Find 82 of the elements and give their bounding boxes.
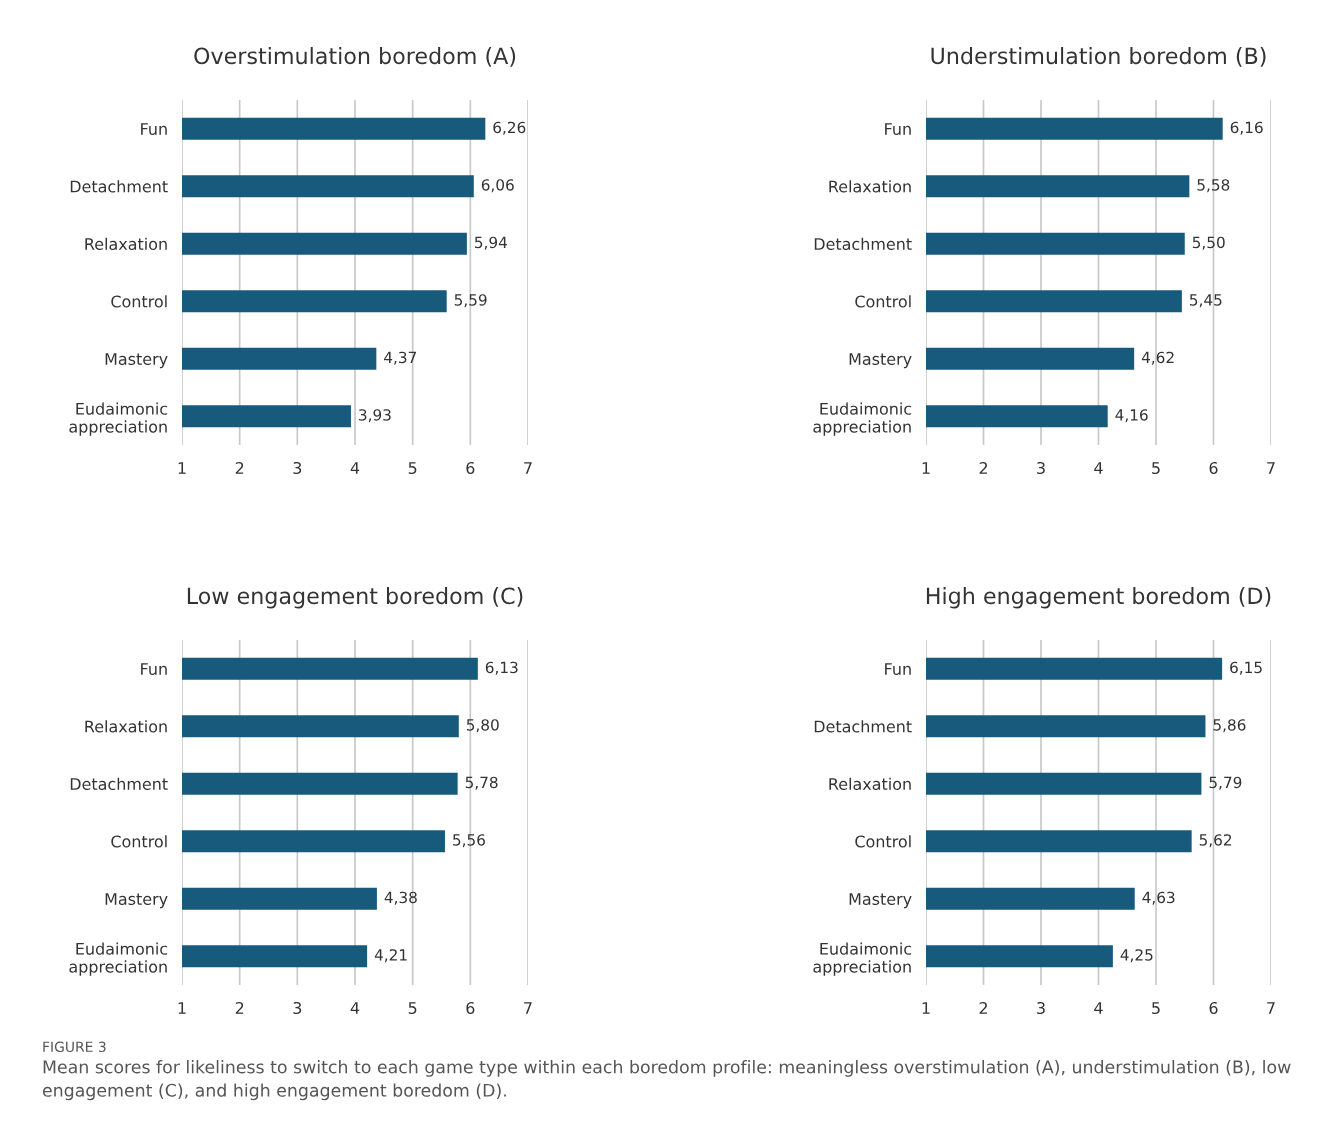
- y-tick-label: Detachment: [814, 237, 912, 251]
- chart-title: High engagement boredom (D): [926, 587, 1271, 609]
- x-tick-label: 5: [1152, 462, 1160, 475]
- x-tick-label: 1: [178, 1002, 186, 1014]
- data-label: 4,62: [1141, 351, 1174, 365]
- x-tick-label: 4: [1094, 1002, 1103, 1014]
- y-tick-label: Fun: [141, 663, 167, 676]
- y-tick-label: Mastery: [849, 893, 912, 909]
- y-tick-label: Eudaimonic appreciation: [813, 942, 912, 976]
- x-tick-label: 5: [1152, 1002, 1160, 1015]
- y-tick-label: Eudaimonic appreciation: [813, 402, 912, 436]
- x-tick-label: 3: [293, 461, 302, 475]
- x-tick-label: 3: [1037, 461, 1045, 475]
- y-tick-label: Control: [855, 835, 911, 848]
- x-tick-label: 4: [1094, 462, 1103, 474]
- y-tick-label: Mastery: [105, 893, 168, 909]
- x-tick-label: 6: [466, 1001, 475, 1015]
- data-label: 5,94: [475, 236, 507, 250]
- data-label: 5,86: [1213, 719, 1246, 733]
- caption: FIGURE 3: [43, 1041, 106, 1053]
- y-tick-label: Fun: [885, 123, 911, 136]
- data-label: 4,38: [384, 891, 417, 905]
- y-tick-label: Detachment: [814, 720, 912, 733]
- x-tick-label: 5: [408, 1002, 417, 1015]
- data-label: 6,13: [485, 661, 518, 675]
- y-tick-label: Control: [111, 295, 167, 308]
- x-tick-label: 7: [524, 1002, 532, 1014]
- y-tick-label: Fun: [141, 123, 167, 136]
- x-tick-label: 7: [524, 462, 532, 474]
- data-label: 6,16: [1230, 121, 1263, 135]
- y-tick-label: Eudaimonic appreciation: [69, 402, 168, 436]
- data-label: 4,37: [384, 351, 416, 365]
- data-label: 5,79: [1209, 776, 1242, 790]
- y-tick-label: Detachment: [70, 180, 168, 193]
- data-label: 4,21: [374, 949, 407, 963]
- text: Mean scores for likeliness to switch to each game type within each boredom profile: meaningless overstimulation (A), understimulation (B), low engagement (C), and high engagement boredom (D).: [42, 1060, 1291, 1101]
- chart-title: Overstimulation boredom (A): [194, 47, 516, 67]
- y-tick-label: Relaxation: [829, 777, 911, 791]
- data-label: 4,25: [1120, 949, 1153, 963]
- y-tick-label: Mastery: [849, 353, 912, 369]
- chart-title: Understimulation boredom (B): [931, 47, 1266, 67]
- y-tick-label: Mastery: [105, 353, 168, 369]
- x-tick-label: 4: [350, 1002, 360, 1014]
- x-tick-label: 5: [408, 462, 417, 475]
- x-tick-label: 3: [1037, 1001, 1045, 1015]
- data-label: 5,56: [453, 834, 485, 848]
- x-tick-label: 1: [178, 462, 186, 474]
- x-tick-label: 1: [922, 1002, 930, 1014]
- data-label: 6,06: [481, 179, 514, 193]
- data-label: 5,58: [1197, 179, 1230, 193]
- x-tick-label: 4: [350, 462, 360, 474]
- data-label: 5,45: [1190, 294, 1222, 308]
- x-tick-label: 7: [1267, 1002, 1275, 1014]
- y-tick-label: Detachment: [70, 777, 168, 791]
- x-tick-label: 3: [293, 1001, 302, 1015]
- data-label: 4,63: [1142, 891, 1175, 905]
- x-tick-label: 2: [979, 461, 987, 474]
- y-tick-label: Relaxation: [85, 720, 167, 733]
- data-label: 6,26: [493, 121, 526, 135]
- data-label: 5,62: [1199, 834, 1232, 848]
- data-label: 4,16: [1115, 409, 1148, 423]
- y-tick-label: Control: [855, 295, 911, 308]
- y-tick-label: Relaxation: [85, 237, 167, 251]
- x-tick-label: 2: [235, 461, 244, 474]
- data-label: 3,93: [359, 409, 391, 423]
- x-tick-label: 6: [1209, 1001, 1218, 1015]
- x-tick-label: 2: [979, 1001, 987, 1014]
- y-tick-label: Eudaimonic appreciation: [69, 942, 168, 976]
- x-tick-label: 7: [1267, 462, 1275, 474]
- y-tick-label: Fun: [885, 663, 911, 676]
- chart-title: Low engagement boredom (C): [187, 587, 523, 609]
- y-tick-label: Control: [111, 835, 167, 848]
- x-tick-label: 6: [1209, 461, 1218, 475]
- x-tick-label: 6: [466, 461, 475, 475]
- data-label: 5,59: [454, 294, 487, 308]
- x-tick-label: 1: [922, 462, 930, 474]
- data-label: 6,15: [1230, 661, 1262, 675]
- y-tick-label: Relaxation: [829, 180, 911, 193]
- data-label: 5,80: [466, 719, 499, 733]
- data-label: 5,78: [465, 776, 498, 790]
- x-tick-label: 2: [235, 1001, 244, 1014]
- data-label: 5,50: [1192, 236, 1225, 250]
